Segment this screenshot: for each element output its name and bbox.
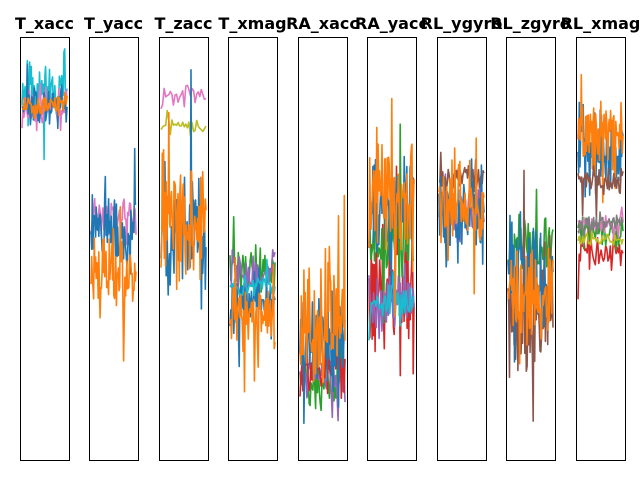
axes-frame [89,37,139,461]
panel-ra-yacc: RA_yacc [355,14,428,461]
panel-t-yacc: T_yacc [84,14,143,461]
panel-title: T_zacc [155,14,213,33]
panel-rl-xmag: RL_xmag [561,14,640,461]
series-line-4 [368,270,415,341]
panel-t-xacc: T_xacc [15,14,74,461]
panel-t-xmag: T_xmag [218,14,287,461]
series-line-5 [299,194,346,384]
panel-traces [21,48,68,161]
axes-frame [298,37,348,461]
panel-rl-zgyro: RL_zgyro [490,14,571,461]
axes-frame [228,37,278,461]
panel-traces [299,194,346,425]
series-line-4 [160,111,207,291]
series-line-6 [368,97,415,318]
series-line-3 [438,158,485,268]
series-line-1 [21,48,68,161]
series-line-7 [577,211,624,247]
axes-frame [437,37,487,461]
series-line-4 [507,248,554,365]
panel-title: RA_xacc [286,14,359,33]
axes-frame [506,37,556,461]
series-line-5 [229,256,276,393]
panel-rl-ygyro: RL_ygyro [421,14,503,461]
series-line-4 [229,258,276,297]
series-line-5 [577,165,624,219]
panel-traces [507,169,554,422]
panel-title: RL_zgyro [490,14,571,33]
series-line-1 [160,84,207,110]
panel-traces [368,97,415,377]
panel-title: RL_ygyro [421,14,503,33]
series-line-4 [21,92,68,120]
panel-traces [577,73,624,300]
panel-title: T_xacc [15,14,74,33]
panel-traces [90,147,137,362]
axes-frame [159,37,209,461]
panel-title: RL_xmag [561,14,640,33]
panel-traces [438,137,485,295]
axes-frame [367,37,417,461]
panel-title: T_xmag [218,14,286,33]
series-line-4 [577,73,624,204]
axes-frame [20,37,70,461]
panel-traces [160,69,207,310]
series-line-8 [577,230,624,246]
panel-title: T_yacc [84,14,143,33]
panel-title: RA_yacc [355,14,428,33]
series-line-2 [160,109,207,137]
panel-traces [229,216,276,393]
series-line-4 [438,137,485,295]
panel-ra-xacc: RA_xacc [286,14,359,461]
series-line-3 [90,206,137,362]
axes-frame [576,37,626,461]
panel-t-zacc: T_zacc [155,14,213,461]
